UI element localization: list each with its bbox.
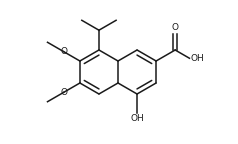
Text: O: O [172, 23, 179, 32]
Text: O: O [60, 88, 67, 97]
Text: OH: OH [190, 54, 204, 63]
Text: OH: OH [130, 114, 144, 123]
Text: O: O [60, 47, 67, 56]
